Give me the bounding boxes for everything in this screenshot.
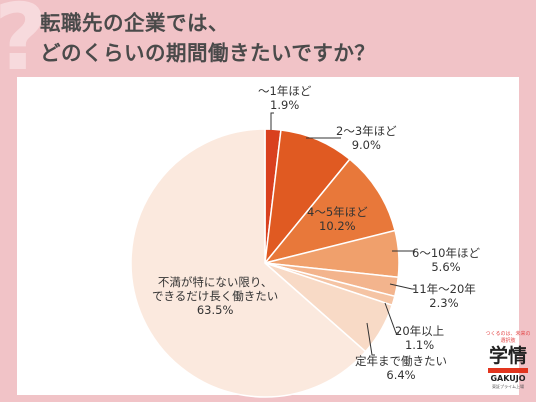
slice-value-7: 6.4% [386,368,416,382]
logo-bar [488,368,528,373]
question-mark-decoration: ? [0,0,47,84]
leader-line-5 [389,283,415,290]
slice-label-4: 6〜10年ほど 5.6% [412,246,480,274]
slice-category-8-line-2: できるだけ長く働きたい [152,289,279,303]
slice-value-1: 1.9% [270,98,300,112]
slice-category-1: 〜1年ほど [258,84,312,98]
pie-slice-8 [130,128,367,398]
leader-line-7 [366,322,375,356]
slice-value-3: 10.2% [319,219,356,233]
slice-label-3: 4〜5年ほど 10.2% [307,205,368,233]
slice-label-7: 定年まで働きたい 6.4% [355,354,447,382]
title-line-1: 転職先の企業では、 [40,11,229,35]
slice-label-5: 11年〜20年 2.3% [412,282,476,310]
leader-line-6 [384,302,399,334]
slice-category-4: 6〜10年ほど [412,246,480,260]
title-line-2: どのくらいの期間働きたいですか？ [40,41,376,65]
logo-sub: 東証プライム上場 [492,384,524,389]
slice-value-4: 5.6% [431,260,461,274]
slice-category-8: 不満が特にない限り、 できるだけ長く働きたい [152,275,278,303]
slice-category-6: 20年以上 [395,324,445,338]
slice-value-5: 2.3% [429,296,459,310]
slice-category-2: 2〜3年ほど [336,124,397,138]
gakujo-logo: つくるのは、未来の選択肢 学情 GAKUJO 東証プライム上場 [484,331,532,397]
page-title: 転職先の企業では、 どのくらいの期間働きたいですか？ [40,8,375,68]
slice-label-8: 不満が特にない限り、 できるだけ長く働きたい 63.5% [152,275,278,317]
slice-value-2: 9.0% [351,138,381,152]
slice-value-6: 1.1% [404,338,435,352]
logo-wordmark: GAKUJO [490,374,526,383]
logo-mark: 学情 [488,345,527,367]
slice-category-8-line-1: 不満が特にない限り、 [157,275,273,289]
slice-value-8: 63.5% [196,303,234,317]
logo-tagline: つくるのは、未来の選択肢 [485,331,531,344]
slice-label-6: 20年以上 1.1% [395,324,444,352]
slice-label-1: 〜1年ほど 1.9% [258,84,311,112]
slice-category-5: 11年〜20年 [412,282,476,296]
slice-category-7: 定年まで働きたい [355,354,447,368]
leader-line-1 [270,112,274,130]
slice-category-3: 4〜5年ほど [307,205,368,219]
pie-slice-3 [262,158,396,265]
slice-label-2: 2〜3年ほど 9.0% [336,124,397,152]
